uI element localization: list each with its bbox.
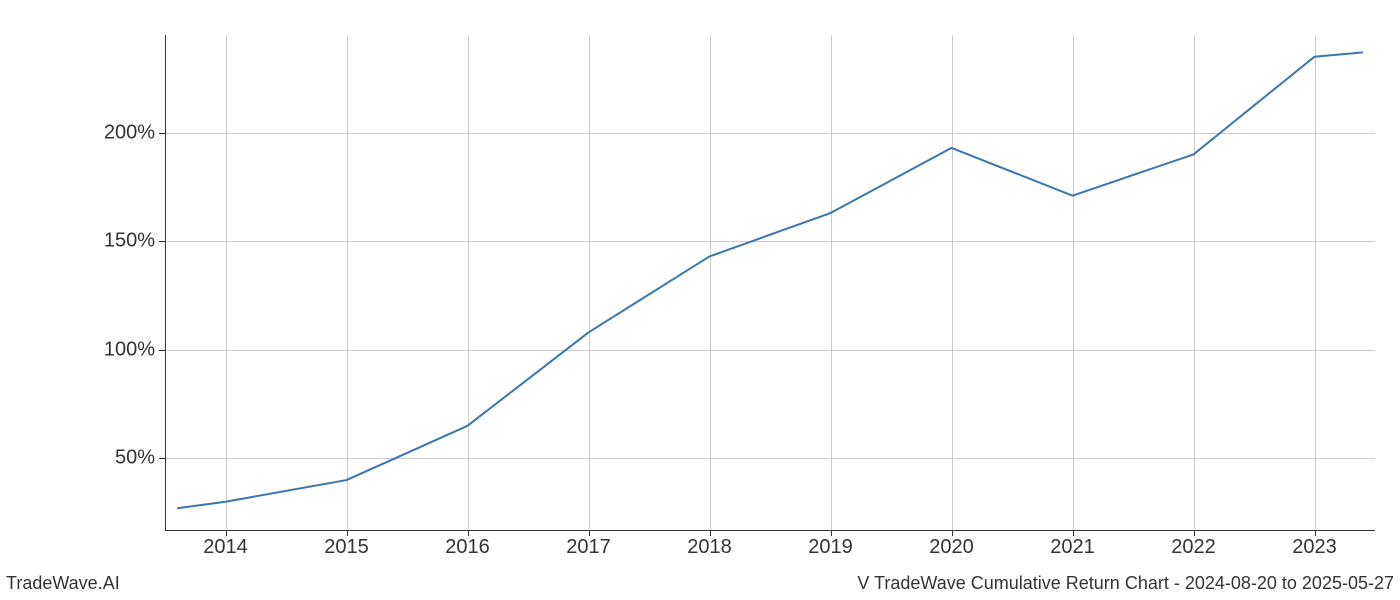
x-tick-label: 2019 — [808, 536, 853, 559]
y-tick-mark — [159, 350, 165, 351]
x-tick-label: 2020 — [929, 536, 974, 559]
x-tick-label: 2016 — [445, 536, 490, 559]
chart-caption: V TradeWave Cumulative Return Chart - 20… — [857, 573, 1394, 594]
x-tick-label: 2014 — [203, 536, 248, 559]
x-tick-label: 2022 — [1171, 536, 1216, 559]
x-tick-label: 2015 — [324, 536, 369, 559]
x-tick-label: 2017 — [566, 536, 611, 559]
x-tick-label: 2021 — [1050, 536, 1095, 559]
y-tick-label: 50% — [0, 447, 155, 470]
y-tick-mark — [159, 133, 165, 134]
y-tick-label: 150% — [0, 230, 155, 253]
line-series — [165, 35, 1375, 530]
y-tick-label: 200% — [0, 121, 155, 144]
plot-area — [165, 35, 1375, 530]
y-tick-mark — [159, 241, 165, 242]
chart-container: 50% 100% 150% 200% 2014 2015 2016 2017 2018 2019… — [0, 0, 1400, 600]
x-tick-label: 2018 — [687, 536, 732, 559]
y-tick-mark — [159, 458, 165, 459]
y-tick-label: 100% — [0, 338, 155, 361]
watermark-left: TradeWave.AI — [6, 573, 120, 594]
x-tick-label: 2023 — [1292, 536, 1337, 559]
